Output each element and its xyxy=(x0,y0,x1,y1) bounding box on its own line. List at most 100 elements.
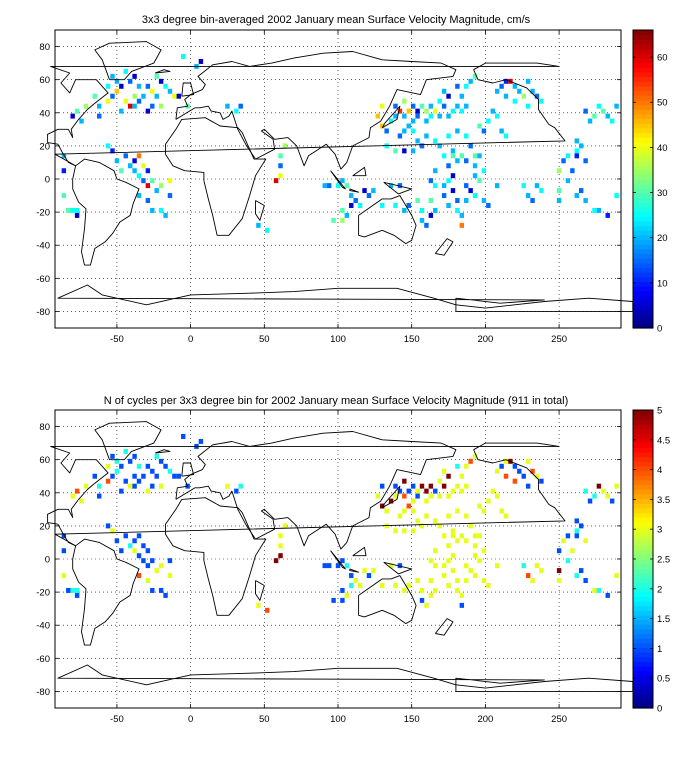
data-cell xyxy=(349,573,354,579)
data-cell xyxy=(477,558,482,564)
y-tick-label: 20 xyxy=(39,141,50,152)
colorbar-step xyxy=(633,179,653,185)
data-cell xyxy=(565,533,571,539)
colorbar-step xyxy=(633,703,653,709)
data-cell xyxy=(459,592,465,598)
data-cell xyxy=(446,558,451,564)
x-tick-label: 250 xyxy=(551,714,567,725)
colorbar-step xyxy=(633,689,653,695)
y-tick-label: -20 xyxy=(36,208,50,219)
data-cell xyxy=(415,138,420,144)
colorbar-step xyxy=(633,295,653,301)
coastline xyxy=(352,546,367,557)
data-cell xyxy=(437,493,442,499)
data-cell xyxy=(375,493,381,499)
data-cell xyxy=(614,193,619,199)
data-cell xyxy=(494,88,500,94)
data-cell xyxy=(380,103,385,109)
data-cell xyxy=(481,578,487,584)
data-cell xyxy=(397,183,403,189)
data-cell xyxy=(74,488,80,494)
data-cell xyxy=(525,193,531,199)
colorbar-tick-label: 40 xyxy=(657,143,668,154)
colorbar-step xyxy=(633,113,653,120)
data-cell xyxy=(446,583,451,588)
data-cell xyxy=(145,463,151,469)
data-cell xyxy=(556,168,562,174)
x-tick-label: 100 xyxy=(330,714,346,725)
colorbar-step xyxy=(633,304,653,310)
data-cell xyxy=(574,138,579,144)
data-cell xyxy=(256,602,261,608)
data-cell xyxy=(127,163,133,169)
x-tick-label: 0 xyxy=(188,714,193,725)
colorbar-step xyxy=(633,30,653,36)
x-tick-labels: -50 0 50 100 150 200 250 xyxy=(110,714,567,725)
data-cell xyxy=(154,188,159,194)
data-cell xyxy=(583,488,588,494)
data-cell xyxy=(499,463,504,469)
data-cell xyxy=(344,592,350,598)
data-cell xyxy=(446,133,451,139)
colorbar-step xyxy=(633,192,653,199)
data-cell xyxy=(596,103,602,109)
data-cell xyxy=(265,227,270,233)
data-cell xyxy=(393,103,398,109)
data-cell xyxy=(167,88,173,94)
data-cell xyxy=(114,78,120,84)
data-cell xyxy=(446,178,451,184)
data-cell xyxy=(141,178,146,184)
colorbar-step xyxy=(633,169,653,175)
data-cell xyxy=(105,463,111,469)
data-cell xyxy=(614,573,619,579)
coastline xyxy=(72,158,140,266)
colorbar-step xyxy=(633,323,653,329)
data-cell xyxy=(145,198,151,204)
data-cell xyxy=(158,78,164,84)
colorbar-tick-labels: 5 4.5 4 3.5 3 2.5 2 1.5 1 0.5 0 xyxy=(657,406,670,715)
panel-title: N of cycles per 3x3 degree bin for 2002 … xyxy=(104,395,569,407)
data-cell xyxy=(428,103,434,109)
colorbar-step xyxy=(633,234,653,241)
data-cell xyxy=(472,573,478,579)
data-cell xyxy=(428,558,434,564)
data-cell xyxy=(393,493,398,499)
data-cell xyxy=(472,453,478,459)
colorbar-tick-label: 0 xyxy=(657,704,662,715)
colorbar-step xyxy=(633,605,653,611)
coastline xyxy=(330,550,346,570)
coastline xyxy=(72,538,140,646)
x-tick-label: 200 xyxy=(477,714,493,725)
data-cell xyxy=(486,583,491,588)
data-cell xyxy=(578,188,584,194)
data-cell xyxy=(601,488,606,494)
data-cell xyxy=(123,533,128,539)
data-cell xyxy=(388,498,394,504)
data-cell xyxy=(384,128,389,134)
colorbar-step xyxy=(633,600,653,607)
colorbar-step xyxy=(633,484,653,490)
data-cell xyxy=(110,528,115,534)
data-cell xyxy=(388,183,394,189)
data-cell xyxy=(570,168,575,174)
colorbar-step xyxy=(633,465,653,472)
data-cell xyxy=(428,592,434,598)
data-cell xyxy=(464,198,469,204)
colorbar-step xyxy=(633,591,653,597)
data-cell xyxy=(472,163,478,169)
data-cell xyxy=(402,478,407,484)
colorbar-step xyxy=(633,188,653,194)
data-cell xyxy=(397,563,403,569)
y-tick-labels: 80 60 40 20 0 -20 -40 -60 -80 xyxy=(36,422,50,698)
data-cell xyxy=(145,563,151,569)
data-cell xyxy=(132,168,137,174)
data-cell xyxy=(163,592,168,598)
data-cell xyxy=(446,473,451,479)
data-cell xyxy=(565,153,571,159)
colorbar-step xyxy=(633,99,653,106)
data-cell xyxy=(74,592,80,598)
colorbar-step xyxy=(633,71,653,78)
data-cell xyxy=(127,78,133,84)
data-cell xyxy=(450,488,456,494)
